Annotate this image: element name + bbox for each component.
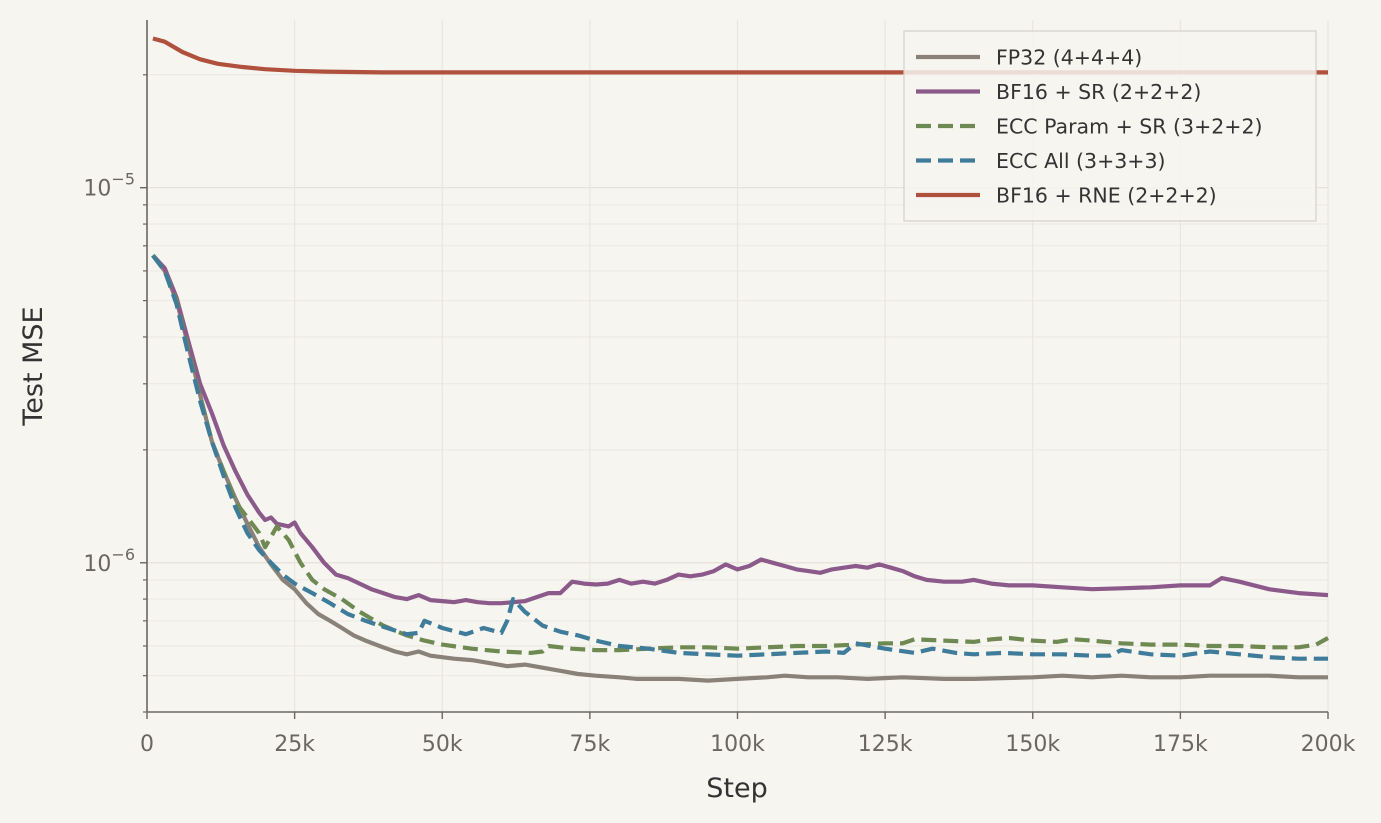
series-lines: [151, 36, 1330, 683]
series-line: [151, 253, 1329, 606]
legend-label: ECC Param + SR (3+2+2): [996, 115, 1263, 139]
x-tick-label: 0: [140, 732, 154, 757]
y-tick-label: 10−6: [83, 545, 135, 577]
legend-label: BF16 + SR (2+2+2): [996, 80, 1201, 104]
x-tick-label: 150k: [1005, 732, 1060, 757]
x-tick-label: 175k: [1153, 732, 1208, 757]
series-line: [151, 254, 1330, 655]
legend-label: BF16 + RNE (2+2+2): [996, 184, 1217, 208]
legend-label: FP32 (4+4+4): [996, 46, 1142, 70]
legend: FP32 (4+4+4) BF16 + SR (2+2+2) ECC Param +…: [903, 30, 1317, 222]
legend-label: ECC All (3+3+3): [996, 149, 1166, 173]
x-tick-label: 50k: [422, 732, 463, 757]
x-tick-label: 100k: [710, 732, 765, 757]
x-tick-label: 25k: [274, 732, 315, 757]
series-line: [152, 36, 1328, 75]
y-tick-label: 10−5: [83, 170, 135, 202]
grid-lines: [146, 20, 1329, 713]
x-ticks: 0 25k 50k 75k 100k 125k 150k 175k 200k: [140, 712, 1356, 757]
x-tick-label: 75k: [570, 732, 611, 757]
series-line: [151, 254, 1328, 661]
x-tick-label: 200k: [1301, 732, 1356, 757]
x-axis-title: Step: [706, 773, 767, 804]
y-ticks: 10−6 10−5: [83, 74, 147, 713]
x-tick-label: 125k: [858, 732, 913, 757]
y-axis-title: Test MSE: [18, 306, 49, 426]
series-line: [151, 254, 1328, 683]
